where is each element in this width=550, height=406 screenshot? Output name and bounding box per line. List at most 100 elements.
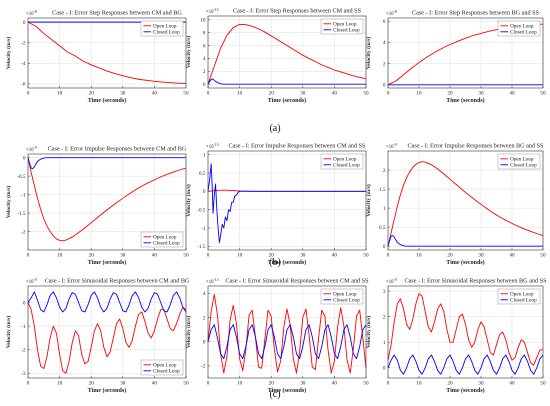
x-tick-label: 30 xyxy=(478,91,484,97)
legend-box xyxy=(140,20,184,37)
x-tick-label: 0 xyxy=(387,91,390,97)
x-tick-label: 10 xyxy=(57,253,63,259)
x-tick-label: 50 xyxy=(363,381,369,387)
axis-exponent-power: -13 xyxy=(214,8,219,12)
x-tick-label: 40 xyxy=(509,91,515,97)
legend-box xyxy=(320,288,364,305)
y-tick-label: 0 xyxy=(23,20,26,26)
x-tick-label: 30 xyxy=(120,253,126,259)
x-tick-label: 10 xyxy=(237,381,243,387)
chart-title: Case - I: Error Sinusoidal Responses bet… xyxy=(225,278,369,285)
legend-entry: Closed Loop xyxy=(510,298,537,304)
x-tick-label: 50 xyxy=(183,381,189,387)
axis-exponent-power: -13 xyxy=(214,143,219,147)
x-tick-label: 30 xyxy=(478,381,484,387)
axis-exponent-power: -9 xyxy=(394,278,397,282)
legend-entry: Closed Loop xyxy=(333,298,360,304)
y-tick-label: -0.5 xyxy=(17,174,26,180)
x-tick-label: 30 xyxy=(300,381,306,387)
legend-entry: Open Loop xyxy=(333,22,357,28)
chart-title: Case - I: Error Sinusoidal Responses bet… xyxy=(404,278,547,285)
y-axis-label: Velocity (m/s) xyxy=(365,37,372,70)
series-line-closed-loop xyxy=(207,324,367,360)
legend-entry: Open Loop xyxy=(510,292,534,298)
plot-frame xyxy=(207,15,367,89)
chart-title: Case - I: Error Step Responses between C… xyxy=(52,10,182,17)
legend-entry: Closed Loop xyxy=(510,163,537,169)
series-line-closed-loop xyxy=(207,163,366,244)
x-tick-label: 0 xyxy=(207,253,210,259)
axis-exponent: ×10-9 xyxy=(386,143,397,150)
y-tick-label: -2 xyxy=(201,364,206,370)
legend-box xyxy=(497,288,541,305)
chart-panel-4: 0 10 20 30 40 50 0 -0.5 -1 -1.5 -2 ×10-9 Case - I: E… xyxy=(5,146,189,267)
y-axis-label: Velocity (m/s) xyxy=(185,184,192,217)
plot-frame xyxy=(387,17,544,89)
y-tick-label: -1 xyxy=(21,324,26,330)
legend-box xyxy=(320,153,364,170)
plot-frame xyxy=(387,285,544,379)
x-tick-label: 0 xyxy=(207,381,210,387)
plot-frame xyxy=(207,285,367,379)
chart-panel-9: 0 10 20 30 40 50 0 1 2 3×10-9 Case - I: Error Sinu… xyxy=(365,278,547,395)
x-axis-label: Time (seconds) xyxy=(88,97,126,104)
axis-exponent: ×10-8 xyxy=(386,10,397,17)
legend-entry: Open Loop xyxy=(153,24,177,30)
x-tick-label: 30 xyxy=(300,253,306,259)
legend-box xyxy=(140,231,184,248)
y-tick-label: 8 xyxy=(203,31,206,37)
y-tick-label: -1.5 xyxy=(197,244,206,250)
x-axis-label: Time (seconds) xyxy=(88,387,126,394)
y-axis-label: Velocity (m/s) xyxy=(185,36,192,69)
chart-panel-7: 0 10 20 30 40 50 0 -1 -2 -3 ×10-9 Case - I: Error S… xyxy=(5,278,190,395)
y-tick-label: 0 xyxy=(203,189,206,195)
y-tick-label: 1 xyxy=(203,152,206,158)
legend-entry: Open Loop xyxy=(153,235,177,241)
y-tick-label: 2 xyxy=(203,69,206,75)
x-axis-label: Time (seconds) xyxy=(446,259,484,266)
axis-exponent: ×10-13 xyxy=(206,278,219,285)
y-tick-label: 0 xyxy=(23,155,26,161)
legend-entry: Open Loop xyxy=(333,292,357,298)
series-line-closed-loop xyxy=(387,354,544,375)
y-axis-label: Velocity (m/s) xyxy=(5,316,12,349)
chart-title: Case - I: Error Step Responses between B… xyxy=(412,10,540,17)
x-axis-label: Time (seconds) xyxy=(268,259,306,266)
y-tick-label: 4 xyxy=(203,56,206,62)
y-tick-label: 0.5 xyxy=(199,171,206,177)
y-tick-label: 4 xyxy=(383,40,386,46)
x-tick-label: 40 xyxy=(152,253,158,259)
y-tick-label: -1 xyxy=(201,226,206,232)
y-tick-label: 0 xyxy=(383,83,386,89)
y-tick-label: 0.5 xyxy=(379,225,386,231)
legend-entry: Closed Loop xyxy=(153,241,180,247)
chart-title: Case - I: Error Step Responses between C… xyxy=(233,8,362,15)
x-tick-label: 40 xyxy=(509,381,515,387)
legend-entry: Closed Loop xyxy=(333,163,360,169)
legend-entry: Open Loop xyxy=(510,24,534,30)
y-tick-label: 6 xyxy=(203,43,206,49)
plot-frame xyxy=(387,150,544,251)
y-tick-label: 2 xyxy=(383,61,386,67)
y-tick-label: 3 xyxy=(383,289,386,295)
axis-exponent: ×10-8 xyxy=(26,10,37,17)
x-axis-label: Time (seconds) xyxy=(268,97,306,104)
x-tick-label: 50 xyxy=(363,91,369,97)
x-tick-label: 20 xyxy=(269,253,275,259)
legend-entry: Open Loop xyxy=(333,157,357,163)
y-axis-label: Velocity (m/s) xyxy=(185,316,192,349)
plot-frame xyxy=(27,285,187,379)
y-tick-label: 2 xyxy=(203,315,206,321)
y-tick-label: -2 xyxy=(21,229,26,235)
x-tick-label: 20 xyxy=(269,381,275,387)
x-tick-label: 20 xyxy=(447,381,453,387)
series-line-open-loop xyxy=(207,294,367,374)
y-tick-label: 6 xyxy=(383,19,386,25)
y-tick-label: -1.5 xyxy=(17,211,26,217)
y-tick-label: 1.5 xyxy=(379,187,386,193)
